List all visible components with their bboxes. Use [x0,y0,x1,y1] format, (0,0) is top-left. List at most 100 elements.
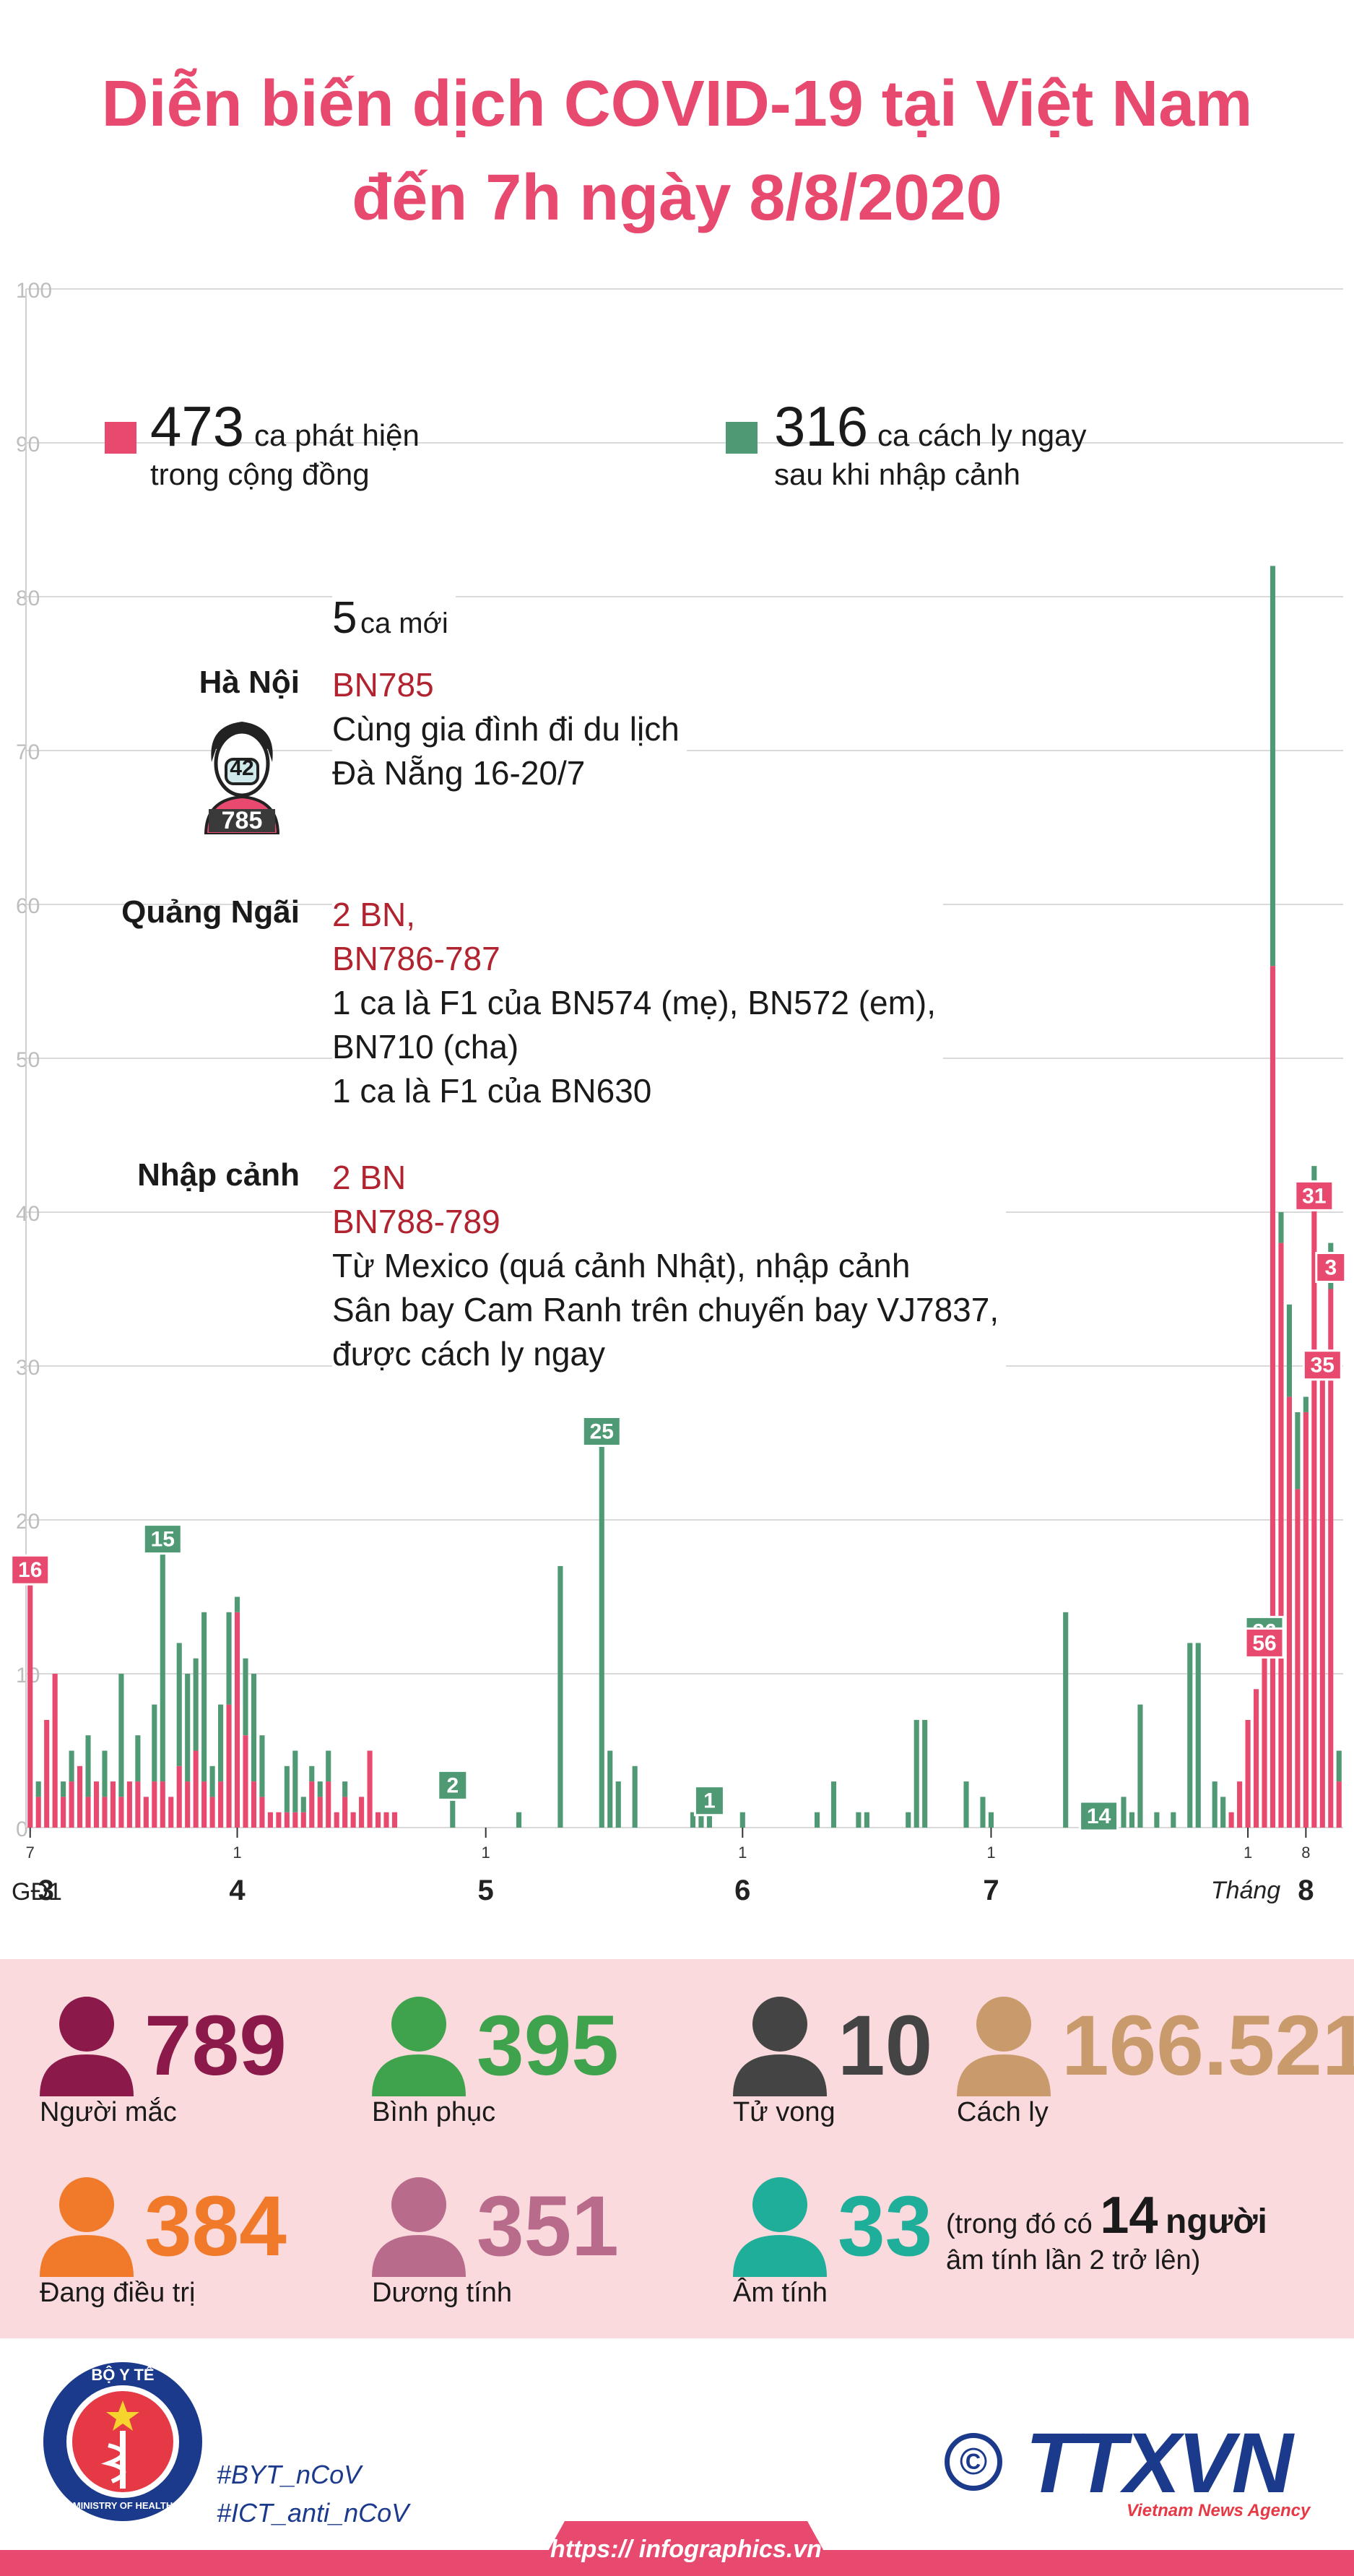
bar-community [168,1797,174,1828]
data-label: 25 [581,1416,622,1447]
person-icon [372,1997,466,2096]
stat-value: 351 [477,2179,619,2274]
footer-url[interactable]: https:// infographics.vn [550,2536,822,2563]
data-label-box [437,1769,469,1801]
bar-community [135,1781,141,1828]
y-tick-label: 90 [16,433,40,457]
bar-community [52,1674,58,1828]
bar-quarantine [234,1596,240,1612]
bar-community [110,1781,116,1828]
bar-community [300,1812,306,1828]
stat-label: Âm tính [733,2278,828,2308]
bar-community [317,1797,323,1828]
bar-quarantine [251,1674,257,1782]
hashtag-ict: #ICT_anti_nCoV [217,2498,409,2528]
bar-quarantine [906,1812,911,1828]
bar-community [391,1812,398,1828]
bar-community [185,1781,191,1828]
x-month-label: 6 [734,1875,750,1906]
y-tick-label: 80 [16,587,40,610]
bar-quarantine [209,1765,215,1797]
hashtag-byt: #BYT_nCoV [217,2460,362,2489]
negative-note: (trong đó có 14 người âm tính lần 2 trở … [946,2190,1267,2278]
bar-quarantine [61,1781,66,1797]
province-quangngai: Quảng Ngãi [121,894,300,930]
bar-quarantine [698,1812,704,1828]
x-month-label: 3 [38,1875,54,1906]
bar-quarantine [632,1765,638,1828]
quangngai-line3: 1 ca là F1 của BN630 [332,1072,652,1110]
import-line1: Từ Mexico (quá cảnh Nhật), nhập cảnh [332,1247,911,1284]
bar-quarantine [1154,1812,1160,1828]
person-icon [957,1997,1051,2096]
stat-label: Tử vong [733,2097,836,2127]
import-code2: BN788-789 [332,1203,500,1240]
x-day-label: 7 [26,1844,35,1862]
bar-quarantine [160,1550,165,1782]
stat-value: 384 [144,2179,287,2274]
stat-label: Cách ly [957,2097,1049,2127]
bar-quarantine [1129,1812,1135,1828]
import-code1: 2 BN [332,1159,407,1196]
legend-quarantine-text2: sau khi nhập cảnh [774,457,1020,491]
stat-label: Bình phục [372,2097,496,2127]
person-icon [733,1997,827,2096]
url-tab [534,2521,838,2576]
data-label: 16 [10,1554,51,1586]
data-label: 56 [1244,1627,1285,1659]
x-day-label: 1 [482,1844,490,1862]
bar-community [77,1765,83,1828]
bar-community [334,1812,339,1828]
bar-community [44,1719,50,1828]
y-tick-label: 70 [16,740,40,764]
x-start-label: GĐ1 [12,1878,62,1906]
bar-quarantine [1286,1304,1292,1397]
bar-community [267,1812,273,1828]
bar-quarantine [243,1658,248,1736]
new-cases-text: ca mới [360,608,448,639]
negative-note-prefix: (trong đó có [946,2209,1093,2239]
data-label: 14 [1079,1800,1119,1832]
bar-community [1311,1181,1317,1828]
bar-community [143,1797,149,1828]
bar-quarantine [1137,1704,1143,1828]
bar-community [276,1812,282,1828]
bar-community [193,1750,199,1828]
bar-quarantine [913,1719,919,1828]
x-month-label: 4 [229,1875,246,1906]
person-icon [40,2177,134,2277]
bar-quarantine [864,1812,869,1828]
x-month-label: 5 [478,1875,494,1906]
bar-community [85,1797,91,1828]
bar-quarantine [1220,1797,1226,1828]
copyright-icon: © [945,2433,1002,2491]
bar-community [1319,1350,1325,1828]
bar-community [1262,1643,1267,1828]
data-label-box [1315,1252,1347,1283]
bar-quarantine [1295,1412,1301,1490]
bar-quarantine [102,1750,108,1797]
hanoi-line1: Cùng gia đình đi du lịch [332,710,680,748]
stats-panel: 789 Người mắc 395 Bình phục 10 Tử vong 166.521… [0,1959,1354,2338]
data-label-text: 56 [1252,1631,1276,1655]
data-label-text: 14 [1087,1805,1111,1828]
page-title-line1: Diễn biến dịch COVID-19 tại Việt Nam [101,68,1253,140]
bar-quarantine [706,1812,712,1828]
bar-community [350,1812,356,1828]
bar-quarantine [292,1750,298,1812]
bar-quarantine [317,1781,323,1797]
x-day-label: 1 [233,1844,241,1862]
bar-community [176,1765,182,1828]
bar-community [61,1797,66,1828]
stat-label: Đang điều trị [40,2278,196,2308]
page-title-line2: đến 7h ngày 8/8/2020 [352,162,1002,234]
legend-community-text1: ca phát hiện [254,418,420,452]
negative-note-number: 14 [1100,2187,1158,2244]
hanoi-code: BN785 [332,666,434,704]
province-hanoi: Hà Nội [199,665,300,700]
bar-community [226,1704,232,1828]
data-label-box [142,1523,183,1555]
data-label: 35 [1302,1349,1342,1381]
person-icon [372,2177,466,2277]
bar-quarantine [830,1781,837,1828]
